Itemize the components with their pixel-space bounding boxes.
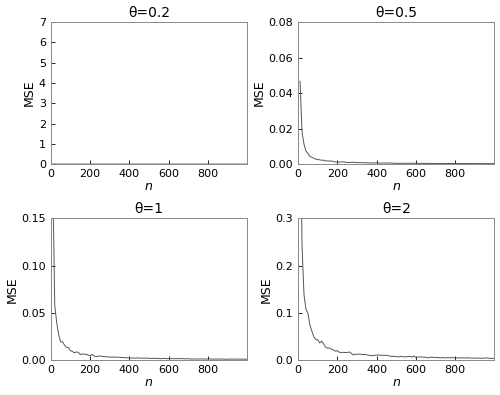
Y-axis label: MSE: MSE bbox=[260, 276, 272, 303]
Title: θ=2: θ=2 bbox=[382, 202, 410, 216]
Y-axis label: MSE: MSE bbox=[6, 276, 18, 303]
Title: θ=0.5: θ=0.5 bbox=[376, 6, 418, 20]
Y-axis label: MSE: MSE bbox=[252, 80, 266, 106]
X-axis label: n: n bbox=[145, 181, 153, 193]
X-axis label: n: n bbox=[392, 181, 400, 193]
Title: θ=0.2: θ=0.2 bbox=[128, 6, 170, 20]
X-axis label: n: n bbox=[145, 376, 153, 389]
X-axis label: n: n bbox=[392, 376, 400, 389]
Title: θ=1: θ=1 bbox=[134, 202, 164, 216]
Y-axis label: MSE: MSE bbox=[23, 80, 36, 106]
